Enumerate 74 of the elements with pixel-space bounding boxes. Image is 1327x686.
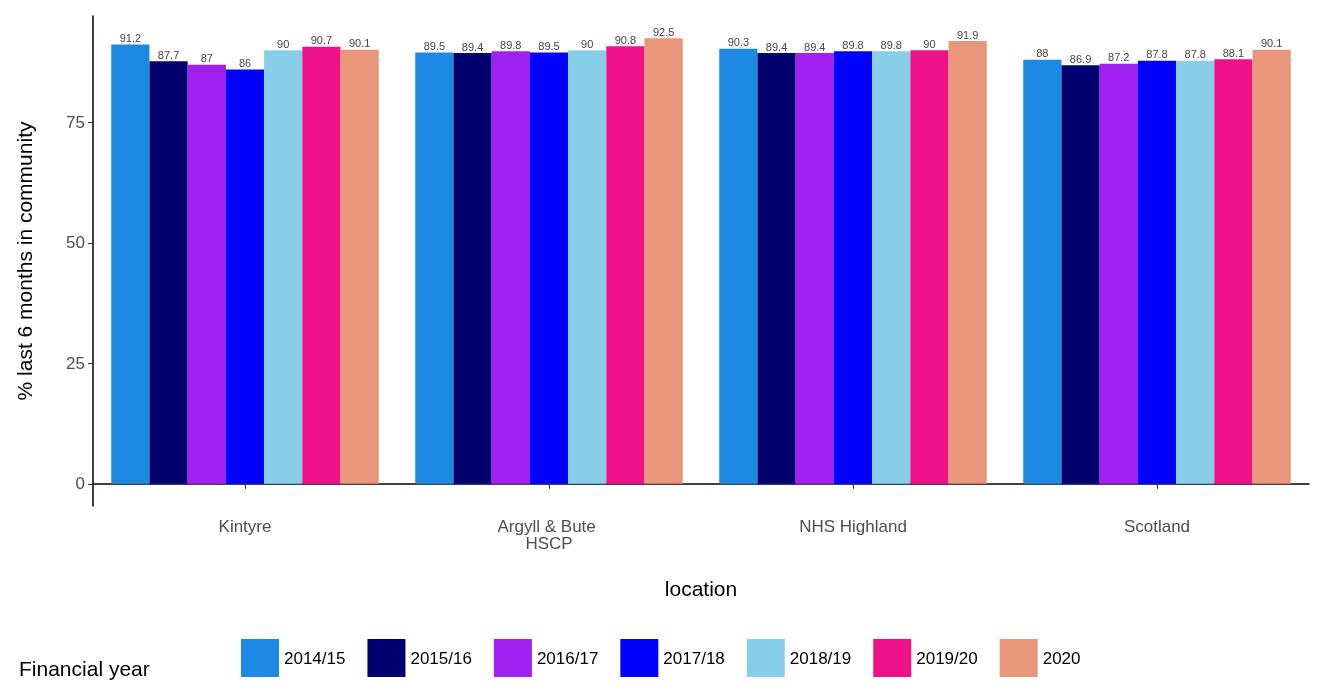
legend-label: 2014/15 <box>284 648 346 668</box>
data-label: 90.7 <box>310 34 333 47</box>
bar <box>340 49 379 484</box>
bar <box>1061 65 1100 484</box>
legend-label: 2020 <box>1042 648 1081 668</box>
data-label: 91.9 <box>956 28 979 41</box>
y-tick-label: 25 <box>66 353 85 373</box>
data-label: 89.5 <box>423 40 446 53</box>
data-label: 90.1 <box>1260 37 1283 50</box>
bar <box>1176 60 1215 484</box>
x-tick-label: Scotland <box>1123 517 1191 536</box>
bar <box>833 51 873 484</box>
data-label: 87.8 <box>1146 48 1168 61</box>
data-label: 90.1 <box>348 37 371 50</box>
bar <box>111 44 150 484</box>
data-label: 89.8 <box>842 38 864 51</box>
x-tick-label: Argyll & Bute HSCP <box>497 517 601 553</box>
y-tick-label: 75 <box>66 112 85 132</box>
data-label: 90.3 <box>727 36 750 49</box>
legend-label: 2015/16 <box>410 648 472 668</box>
bar <box>529 52 569 484</box>
data-label: 87.7 <box>157 48 180 61</box>
data-label: 90 <box>923 37 936 50</box>
data-label: 87.2 <box>1108 51 1130 64</box>
bar <box>187 64 226 484</box>
bar <box>910 50 949 484</box>
data-label: 87 <box>200 52 213 65</box>
data-label: 86 <box>238 56 252 69</box>
bar <box>264 50 303 484</box>
data-label: 88 <box>1036 47 1049 60</box>
bar <box>1099 63 1138 484</box>
data-label: 89.8 <box>500 38 522 51</box>
data-label: 89.4 <box>461 40 484 53</box>
bar <box>491 51 530 484</box>
data-label: 86.9 <box>1069 52 1092 65</box>
legend-label: 2018/19 <box>789 648 852 668</box>
y-tick-label: 0 <box>75 474 85 494</box>
bar <box>453 53 492 484</box>
legend-title: Financial year <box>19 657 150 680</box>
bar <box>149 61 188 484</box>
bar <box>225 69 265 484</box>
bar <box>302 46 341 484</box>
data-label: 90.8 <box>614 33 637 46</box>
legend-label: 2016/17 <box>536 648 599 668</box>
y-tick-label: 50 <box>66 233 85 253</box>
x-tick-label: NHS Highland <box>799 517 907 536</box>
data-label: 89.5 <box>538 40 560 53</box>
bar <box>1252 49 1291 484</box>
legend-label: 2017/18 <box>663 648 725 668</box>
bar <box>1214 59 1253 484</box>
legend-label: 2019/20 <box>916 648 978 668</box>
data-label: 92.5 <box>652 25 675 38</box>
bar <box>795 53 834 484</box>
bar <box>415 52 454 484</box>
x-tick-label: Kintyre <box>218 517 272 536</box>
bar <box>568 50 607 484</box>
data-label: 90 <box>581 37 594 50</box>
bar <box>948 41 987 484</box>
data-label: 87.8 <box>1184 48 1206 61</box>
bar <box>872 51 911 484</box>
data-label: 90 <box>277 37 290 50</box>
data-label: 91.2 <box>119 31 142 44</box>
bar <box>606 46 645 484</box>
y-axis-title: % last 6 months in community <box>13 121 36 401</box>
bar <box>1023 59 1062 484</box>
bar <box>644 38 683 484</box>
bar <box>757 53 796 484</box>
data-label: 89.4 <box>765 40 788 53</box>
data-label: 89.4 <box>804 40 826 53</box>
bar <box>719 48 758 484</box>
x-axis-title: location <box>664 577 738 600</box>
bar <box>1137 60 1177 484</box>
data-label: 88.1 <box>1222 46 1245 59</box>
data-label: 89.8 <box>880 38 902 51</box>
